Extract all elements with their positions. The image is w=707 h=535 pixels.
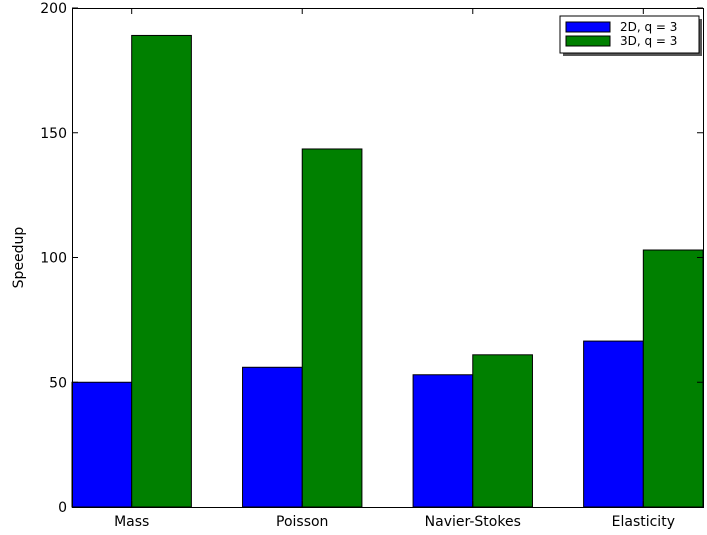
bar-elasticity-series-2	[643, 250, 703, 507]
legend-entry-label: 3D, q = 3	[620, 34, 677, 48]
bar-navier-stokes-series-2	[473, 355, 533, 507]
y-tick-label: 0	[58, 500, 67, 516]
legend-swatch	[566, 22, 610, 32]
bar-mass-series-1	[72, 382, 132, 507]
x-tick-label: Mass	[114, 514, 149, 530]
bar-navier-stokes-series-1	[413, 375, 473, 507]
y-tick-label: 200	[40, 1, 67, 17]
y-tick-label: 100	[40, 251, 67, 267]
y-tick-label: 150	[40, 126, 67, 142]
y-axis-label: Speedup	[11, 227, 27, 289]
bar-elasticity-series-1	[584, 341, 644, 507]
legend: 2D, q = 33D, q = 3	[560, 16, 702, 56]
y-tick-label: 50	[49, 375, 67, 391]
legend-swatch	[566, 36, 610, 46]
legend-entry-label: 2D, q = 3	[620, 20, 677, 34]
bar-poisson-series-1	[243, 367, 303, 507]
x-tick-label: Navier-Stokes	[425, 514, 521, 530]
x-tick-label: Poisson	[276, 514, 328, 530]
x-tick-label: Elasticity	[612, 514, 675, 530]
bars-layer	[72, 35, 703, 507]
bar-mass-series-2	[132, 35, 192, 507]
bar-poisson-series-2	[302, 149, 362, 507]
